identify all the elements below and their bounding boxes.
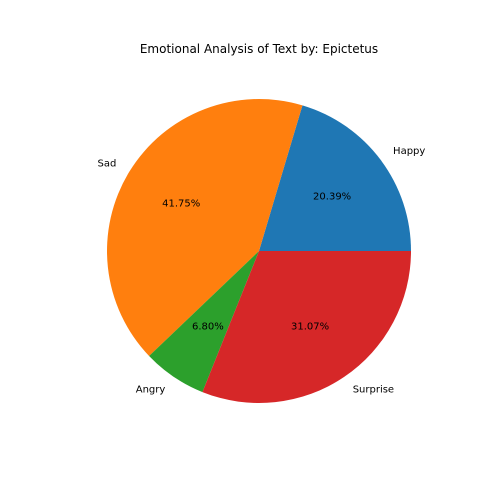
pie-slice-surprise [202,251,411,404]
pie-slice-sad [107,99,303,356]
chart-title: Emotional Analysis of Text by: Epictetus [140,42,378,56]
slice-percent-angry: 6.80% [192,322,224,333]
slice-label-happy: Happy [393,146,425,157]
pie-slice-happy [259,105,411,251]
slice-label-surprise: Surprise [353,384,394,395]
pie-slice-angry [149,251,259,393]
pie-slices [107,99,411,404]
slice-percent-surprise: 31.07% [291,322,329,333]
slice-label-angry: Angry [136,384,166,395]
slice-percent-sad: 41.75% [162,198,200,209]
slice-percent-happy: 20.39% [313,192,351,203]
pie-labels: Happy 20.39% Sad 41.75% Angry 6.80% Surprise 31… [98,146,426,395]
slice-label-sad: Sad [98,159,117,170]
